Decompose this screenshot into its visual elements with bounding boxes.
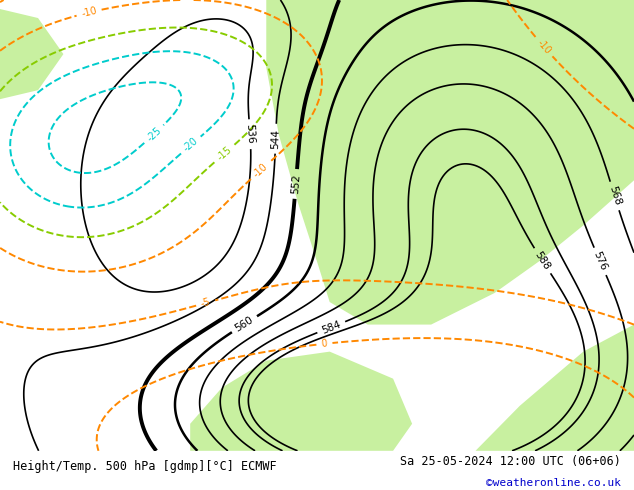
Text: 588: 588 [533, 250, 552, 272]
Text: 536: 536 [245, 124, 256, 145]
Text: -10: -10 [251, 161, 269, 179]
Polygon shape [190, 352, 412, 451]
Text: Sa 25-05-2024 12:00 UTC (06+06): Sa 25-05-2024 12:00 UTC (06+06) [401, 455, 621, 468]
Text: -10: -10 [81, 6, 98, 19]
Polygon shape [266, 0, 634, 324]
Text: -20: -20 [181, 136, 200, 154]
Polygon shape [476, 324, 634, 451]
Text: 568: 568 [607, 185, 623, 207]
Text: -10: -10 [535, 38, 553, 56]
Text: -25: -25 [145, 125, 163, 143]
Text: 544: 544 [270, 128, 281, 149]
Text: 0: 0 [321, 339, 328, 349]
Text: ©weatheronline.co.uk: ©weatheronline.co.uk [486, 478, 621, 488]
Text: 584: 584 [320, 319, 342, 336]
Text: -5: -5 [200, 297, 212, 309]
Text: 560: 560 [233, 315, 256, 334]
Text: Height/Temp. 500 hPa [gdmp][°C] ECMWF: Height/Temp. 500 hPa [gdmp][°C] ECMWF [13, 460, 276, 473]
Text: -15: -15 [215, 145, 233, 163]
Text: 552: 552 [290, 173, 302, 194]
Polygon shape [0, 9, 63, 99]
Text: 576: 576 [592, 250, 609, 272]
